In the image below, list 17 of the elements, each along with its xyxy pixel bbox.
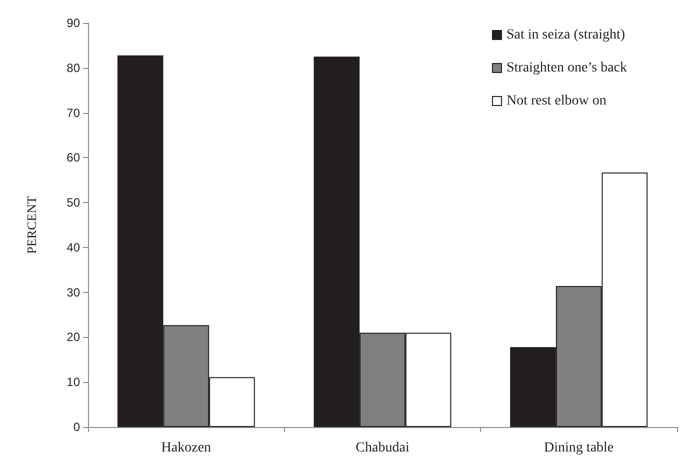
x-tick-label: Dining table bbox=[544, 440, 614, 456]
y-tick-label: 20 bbox=[66, 330, 80, 344]
y-tick-label: 70 bbox=[66, 106, 80, 120]
y-tick-label: 50 bbox=[66, 196, 80, 210]
legend-label: Sat in seiza (straight) bbox=[506, 28, 626, 42]
x-tick-label: Hakozen bbox=[161, 440, 212, 456]
x-tick-label: Chabudai bbox=[356, 440, 410, 456]
y-axis-title: PERCENT bbox=[24, 196, 39, 254]
legend-label: Straighten one’s back bbox=[506, 60, 628, 76]
y-tick-label: 0 bbox=[73, 420, 80, 434]
y-tick-label: 60 bbox=[66, 150, 80, 165]
y-tick-label: 30 bbox=[66, 285, 80, 300]
legend-label: Not rest elbow on bbox=[506, 94, 606, 108]
y-tick-label: 80 bbox=[66, 60, 80, 75]
y-tick-label: 40 bbox=[66, 240, 80, 254]
y-tick-label: 10 bbox=[66, 375, 80, 390]
y-tick-label: 90 bbox=[66, 16, 80, 30]
